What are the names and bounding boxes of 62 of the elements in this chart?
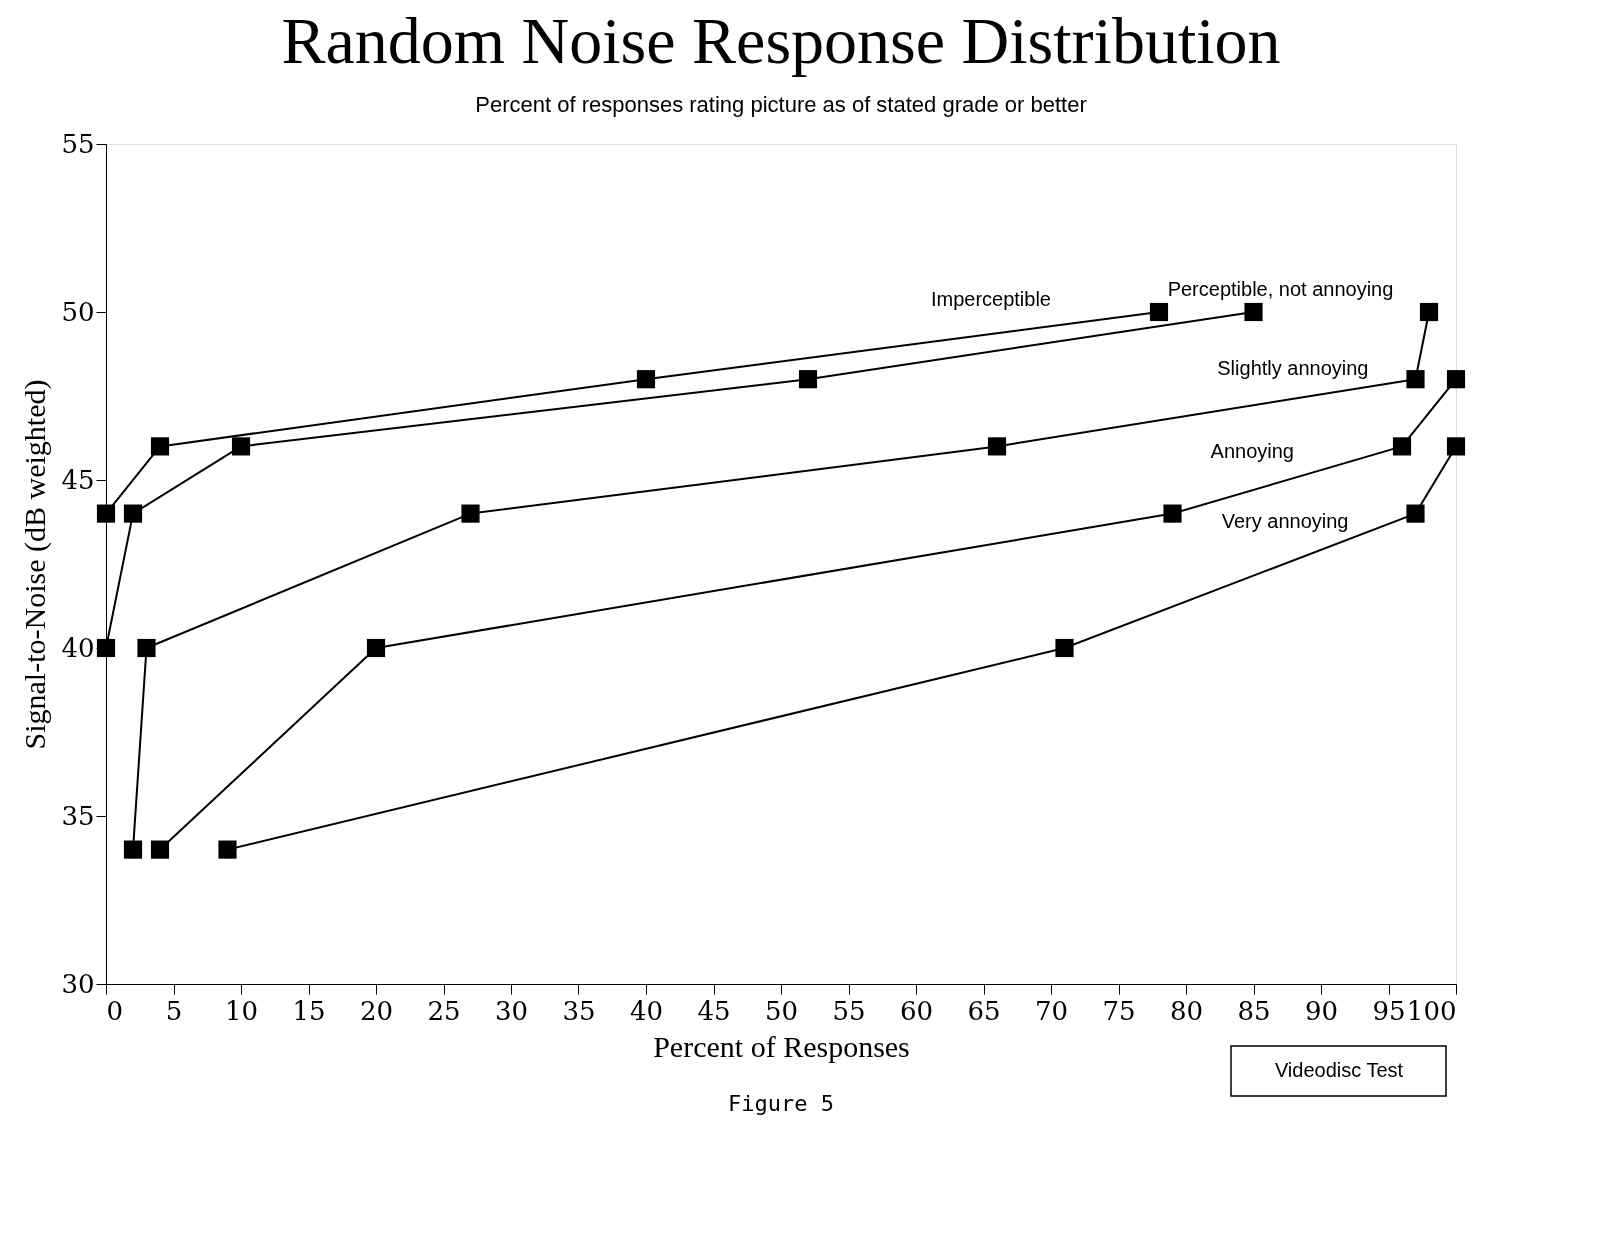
y-tick-label: 40 bbox=[61, 632, 95, 663]
point bbox=[1419, 302, 1439, 322]
series-label: Imperceptible bbox=[930, 288, 1051, 310]
point bbox=[798, 370, 818, 389]
text: Videodisc Test bbox=[1274, 1059, 1404, 1081]
point bbox=[636, 370, 656, 389]
caption: Figure 5 bbox=[728, 1091, 834, 1116]
x-tick-label: 95 bbox=[1372, 995, 1406, 1026]
point bbox=[123, 504, 143, 523]
point bbox=[1392, 437, 1412, 456]
point bbox=[987, 437, 1007, 456]
point bbox=[1055, 638, 1074, 658]
x-tick-label: 100 bbox=[1406, 995, 1457, 1026]
point bbox=[150, 437, 170, 456]
y-tick-label: 35 bbox=[61, 800, 95, 831]
y-tick-label: 30 bbox=[61, 968, 95, 999]
x-tick-label: 35 bbox=[562, 995, 596, 1026]
point bbox=[366, 638, 386, 658]
point bbox=[218, 840, 237, 859]
point bbox=[1446, 437, 1466, 456]
x-tick-label: 20 bbox=[359, 995, 394, 1026]
chart-title: Random Noise Response Distribution bbox=[281, 4, 1281, 77]
x-tick-label: 0 bbox=[106, 995, 124, 1026]
x-axis-title: Percent of Responses bbox=[653, 1029, 910, 1063]
point bbox=[1406, 370, 1425, 389]
point bbox=[1406, 504, 1425, 523]
x-tick-label: 50 bbox=[764, 995, 799, 1026]
x-tick-label: 10 bbox=[224, 995, 259, 1026]
x-tick-label: 70 bbox=[1034, 995, 1069, 1026]
x-tick-label: 80 bbox=[1169, 995, 1204, 1026]
x-tick-label: 5 bbox=[165, 995, 183, 1026]
x-tick-label: 60 bbox=[899, 995, 934, 1026]
x-tick-label: 85 bbox=[1237, 995, 1271, 1026]
x-tick-label: 55 bbox=[832, 995, 866, 1026]
chart-subtitle: Percent of responses rating picture as of stated grade or better bbox=[475, 92, 1087, 117]
point bbox=[137, 638, 156, 658]
x-tick-label: 40 bbox=[629, 995, 664, 1026]
point bbox=[1163, 504, 1182, 523]
point bbox=[461, 504, 480, 523]
x-tick-label: 30 bbox=[494, 995, 529, 1026]
y-tick-label: 50 bbox=[61, 296, 95, 327]
point bbox=[231, 437, 251, 456]
x-tick-label: 75 bbox=[1102, 995, 1136, 1026]
series-label: Annoying bbox=[1210, 440, 1294, 463]
x-tick-label: 15 bbox=[292, 995, 326, 1026]
point bbox=[123, 840, 143, 859]
point bbox=[1149, 302, 1169, 322]
point bbox=[1244, 302, 1263, 322]
x-tick-label: 90 bbox=[1304, 995, 1339, 1026]
y-tick-label: 45 bbox=[61, 464, 95, 495]
y-axis-title: Signal-to-Noise (dB weighted) bbox=[18, 379, 53, 750]
point bbox=[1446, 370, 1466, 389]
x-tick-label: 45 bbox=[697, 995, 731, 1026]
x-tick-label: 25 bbox=[427, 995, 461, 1026]
series-label: Perceptible, not annoying bbox=[1167, 278, 1394, 300]
point bbox=[96, 504, 116, 523]
x-tick-label: 65 bbox=[967, 995, 1001, 1026]
y-tick-label: 55 bbox=[61, 128, 95, 159]
point bbox=[150, 840, 170, 859]
point bbox=[96, 638, 116, 658]
series-label: Very annoying bbox=[1221, 509, 1349, 532]
series-label: Slightly annoying bbox=[1217, 357, 1369, 380]
